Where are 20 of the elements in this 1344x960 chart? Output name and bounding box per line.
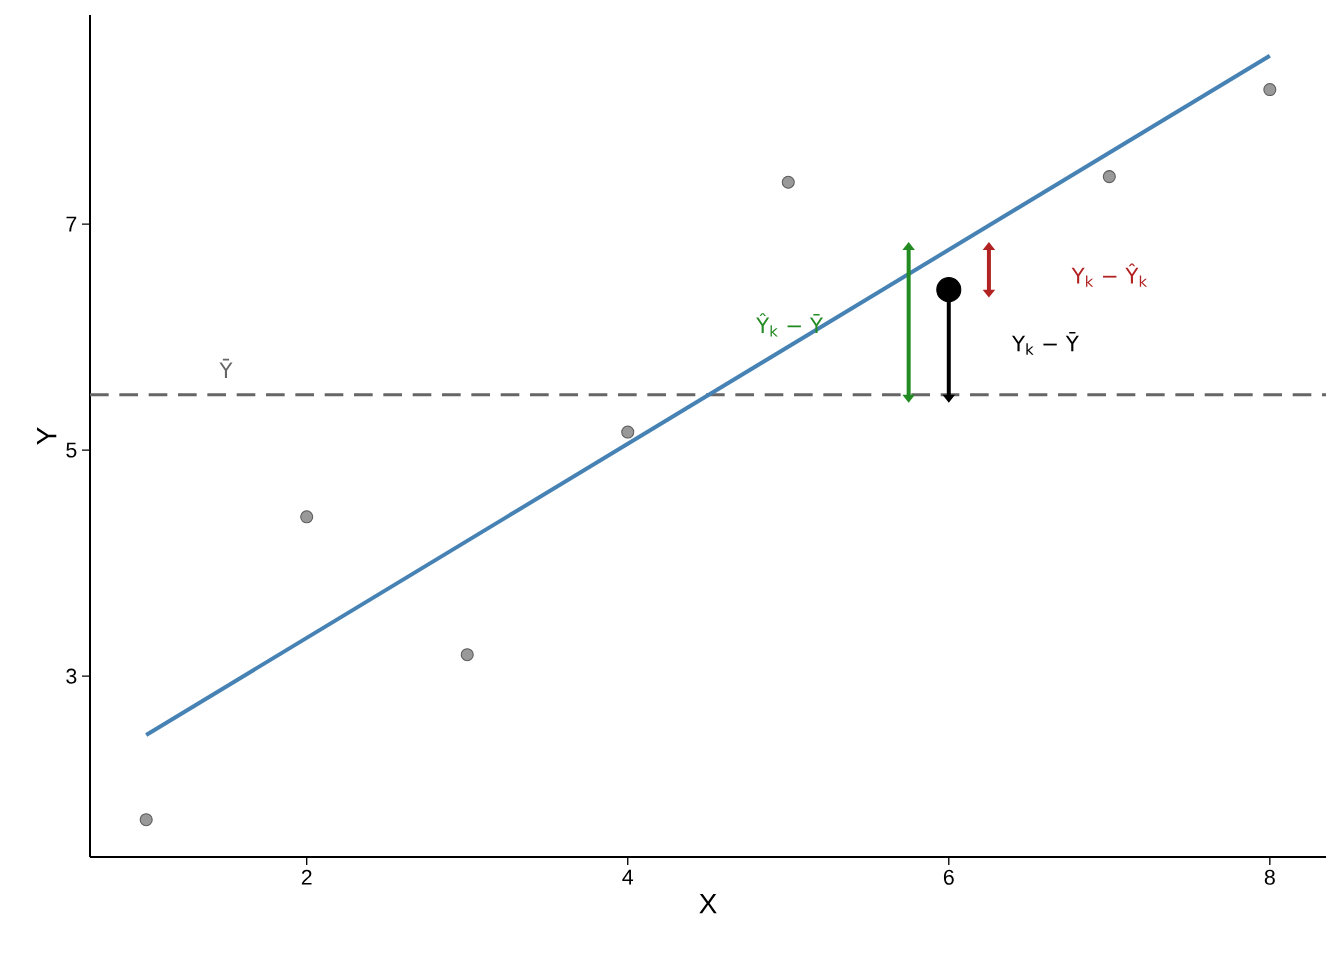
x-tick-label: 4 (622, 869, 634, 885)
annotation: Y$_{k}$ − Ȳ (1011, 332, 1079, 355)
y-axis-title: Y (37, 427, 57, 445)
point (1263, 83, 1277, 97)
point (139, 813, 153, 827)
x-tick-label: 2 (301, 869, 312, 885)
ref-line-label: Ȳ (219, 358, 233, 379)
point (460, 648, 474, 662)
x-tick-label: 6 (943, 869, 954, 885)
x-tick-label: 8 (1264, 869, 1275, 885)
annotation: Y$_{k}$ − Ŷ$_{k}$ (1071, 263, 1148, 287)
y-tick-label: 3 (66, 668, 77, 684)
point (936, 277, 962, 303)
x-axis-title: X (699, 893, 717, 914)
y-tick-label: 5 (66, 442, 77, 458)
y-tick-label: 7 (66, 216, 77, 232)
point (300, 510, 314, 524)
point (781, 175, 795, 189)
point (621, 425, 635, 439)
point (1102, 170, 1116, 184)
